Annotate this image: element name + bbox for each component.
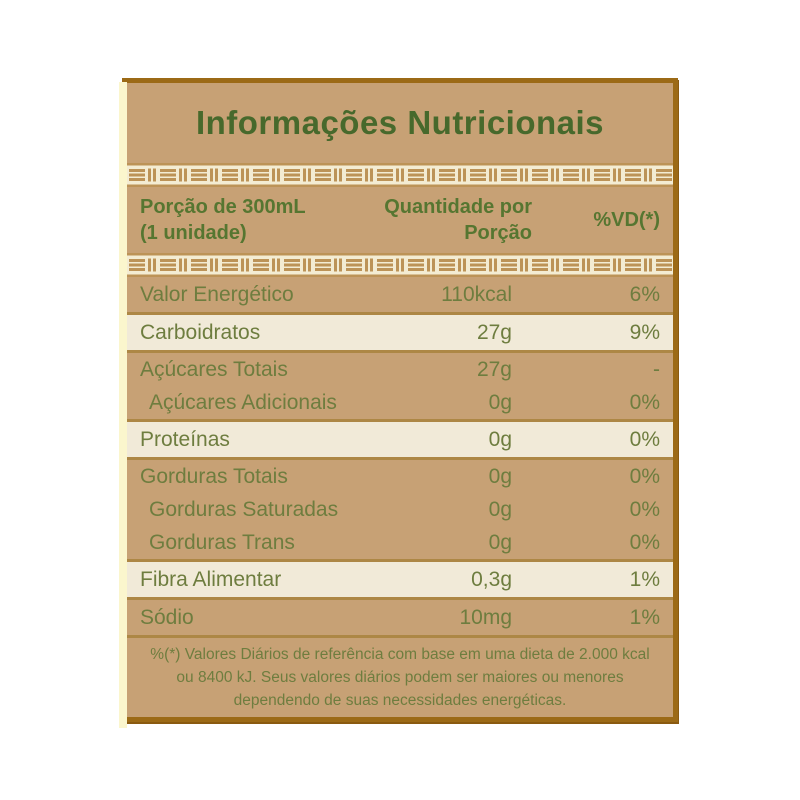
left-edge-strip [119,82,127,728]
footer-note: %(*) Valores Diários de referência com b… [127,635,673,717]
nutrient-amount: 0g [488,530,512,554]
nutrient-group: Valor Energético 110kcal 6% [127,277,673,312]
portion-line1: Porção de 300mL [140,196,306,218]
nutrient-daily-value: 0% [629,427,660,451]
nutrient-name: Gorduras Trans [149,530,295,554]
row-separator [127,312,673,315]
table-row: Açúcares Totais 27g - [127,353,673,386]
title-band: Informações Nutricionais [127,83,673,163]
nutrient-daily-value: 0% [629,530,660,554]
table-row: Carboidratos 27g 9% [127,315,673,350]
nutrient-amount: 110kcal [441,282,512,306]
nutrient-name: Carboidratos [140,320,261,344]
table-row: Fibra Alimentar 0,3g 1% [127,562,673,597]
nutrient-group: Açúcares Totais 27g - Açúcares Adicionais 0g… [127,353,673,419]
row-separator [127,350,673,353]
nutrient-amount: 27g [476,320,512,344]
nutrient-amount: 0g [488,390,512,414]
nutrient-name: Proteínas [140,427,230,451]
table-header: Porção de 300mL (1 unidade) Quantidade p… [127,187,673,253]
nutrient-amount: 27g [476,357,512,381]
nutrition-table: Valor Energético 110kcal 6% Carboidratos 27g… [127,277,673,635]
quantity-header: Quantidade por Porção [372,194,532,246]
nutrient-amount: 0g [488,464,512,488]
nutrient-daily-value: 1% [629,605,660,629]
nutrient-name: Gorduras Totais [140,464,288,488]
nutrient-daily-value: 1% [629,567,660,591]
nutrient-name: Sódio [140,605,194,629]
table-row: Açúcares Adicionais 0g 0% [127,386,673,419]
nutrient-group: Gorduras Totais 0g 0% Gorduras Saturadas 0g 0… [127,460,673,559]
nutrient-group: Sódio 10mg 1% [127,600,673,635]
row-separator [127,559,673,562]
nutrient-name: Fibra Alimentar [140,567,282,591]
table-row: Valor Energético 110kcal 6% [127,277,673,312]
page-title: Informações Nutricionais [195,104,605,141]
nutrient-daily-value: 0% [629,390,660,414]
nutrient-amount: 0,3g [471,567,512,591]
nutrient-group: Proteínas 0g 0% [127,422,673,457]
nutrient-group: Fibra Alimentar 0,3g 1% [127,562,673,597]
row-separator [127,457,673,460]
nutrient-name: Valor Energético [140,282,294,306]
quantity-line1: Quantidade por [384,196,532,218]
nutrient-name: Gorduras Saturadas [149,497,339,521]
table-row: Gorduras Saturadas 0g 0% [127,493,673,526]
quantity-line2: Porção [464,222,532,244]
nutrient-daily-value: 9% [629,320,660,344]
nutrient-daily-value: 0% [629,464,660,488]
nutrient-group: Carboidratos 27g 9% [127,315,673,350]
nutrient-amount: 10mg [459,605,512,629]
row-separator [127,419,673,422]
nutrient-daily-value: 0% [629,497,660,521]
table-row: Gorduras Totais 0g 0% [127,460,673,493]
nutrient-name: Açúcares Totais [140,357,288,381]
decorative-band [127,163,673,187]
nutrition-label: Informações Nutricionais Porção de 3 [119,78,678,728]
nutrient-name: Açúcares Adicionais [149,390,337,414]
portion-header: Porção de 300mL (1 unidade) [127,194,372,246]
row-separator [127,597,673,600]
daily-value-header: %VD(*) [593,209,660,231]
portion-line2: (1 unidade) [140,222,247,244]
nutrient-amount: 0g [488,497,512,521]
nutrient-amount: 0g [488,427,512,451]
table-row: Gorduras Trans 0g 0% [127,526,673,559]
decorative-band [127,253,673,277]
nutrient-daily-value: - [653,357,660,381]
nutrient-daily-value: 6% [629,282,660,306]
table-row: Proteínas 0g 0% [127,422,673,457]
footer-text: %(*) Valores Diários de referência com b… [150,646,650,709]
table-row: Sódio 10mg 1% [127,600,673,635]
